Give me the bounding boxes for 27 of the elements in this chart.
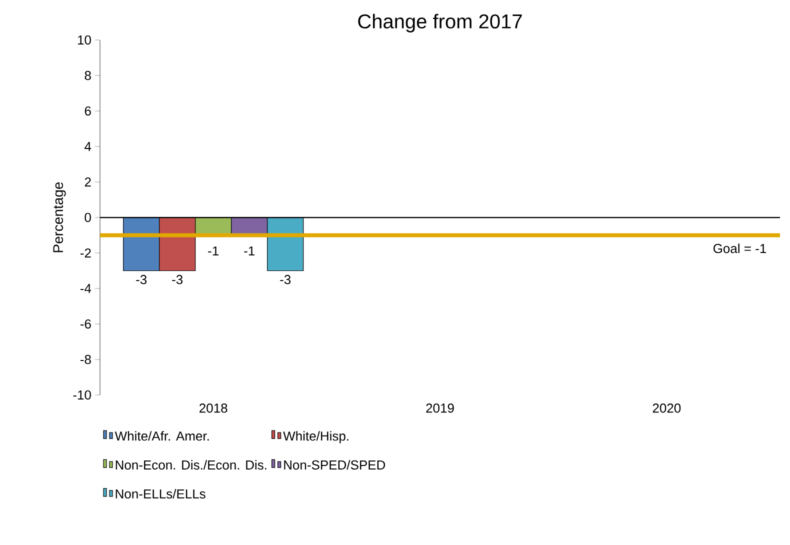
legend-label: White/Afr. Amer.	[114, 431, 209, 441]
y-tick-label: 2	[84, 177, 91, 187]
x-tick-label: 2019	[426, 404, 454, 413]
y-tick-label: -6	[80, 319, 91, 329]
y-tick-label: 6	[84, 106, 91, 116]
x-tick-label: 2018	[200, 404, 228, 413]
y-tick-label: -10	[73, 390, 91, 400]
x-tick-label: 2020	[652, 404, 681, 413]
y-tick-label: -8	[80, 354, 91, 364]
legend-label: Non-ELLs/ELLs	[116, 488, 206, 499]
data-label: -3	[280, 274, 291, 284]
data-label: -3	[136, 274, 147, 284]
y-tick-label: 4	[84, 142, 92, 151]
y-tick-label: 0	[84, 212, 91, 222]
data-label: -3	[172, 274, 183, 284]
ref-line-label: Goal = -1	[713, 244, 766, 254]
data-label: -1	[208, 246, 218, 256]
data-label: -1	[244, 246, 254, 256]
legend-label: White/Hisp.	[283, 431, 348, 444]
legend-label: Non-Econ. Dis./Econ. Dis.	[116, 460, 266, 470]
y-tick-label: -4	[80, 284, 92, 293]
y-axis-title: Percentage	[53, 182, 66, 252]
chart-title: Change from 2017	[358, 14, 522, 32]
y-tick-label: 8	[84, 70, 91, 80]
legend-label: Non-SPED/SPED	[284, 460, 386, 470]
y-tick-label: -2	[80, 248, 91, 258]
y-tick-label: 10	[78, 35, 91, 45]
